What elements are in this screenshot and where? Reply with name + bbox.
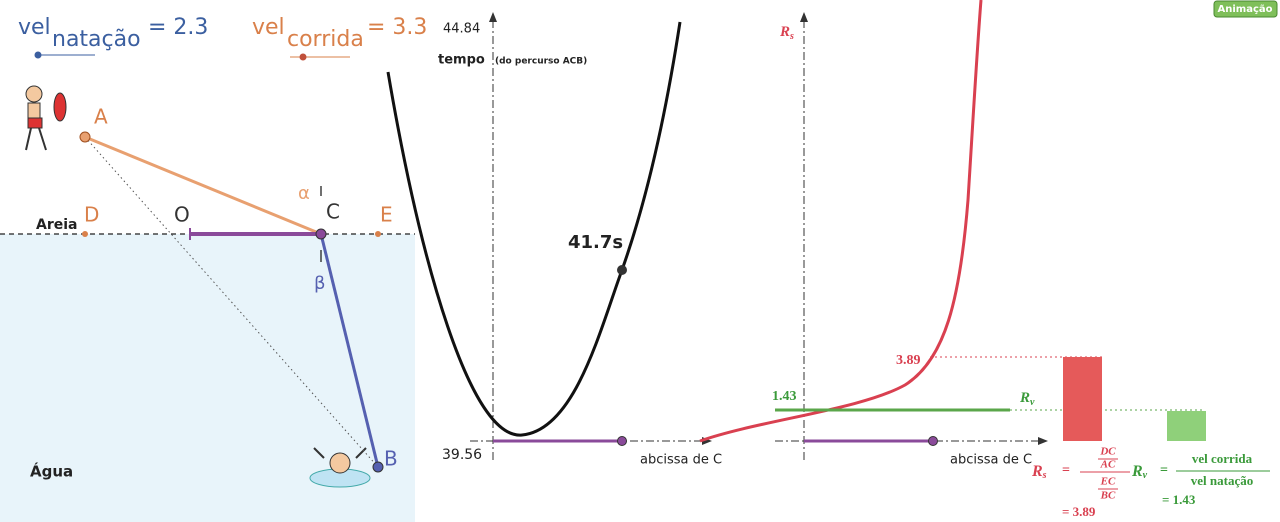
- text: DC: [1099, 446, 1116, 458]
- point-label: D: [84, 203, 99, 227]
- abscissa-point: [618, 437, 627, 446]
- angle-label: α: [298, 183, 310, 204]
- axis-title: abcissa de C: [640, 453, 722, 468]
- water-label: Água: [30, 462, 73, 481]
- rs-bar: [1063, 357, 1102, 441]
- rv-label: Rv: [1019, 390, 1035, 408]
- point-c[interactable]: [316, 229, 326, 239]
- point-label: A: [94, 105, 108, 129]
- axis-arrow: [1038, 437, 1048, 445]
- runner-icon: [26, 86, 66, 150]
- text: AC: [1100, 459, 1116, 471]
- slider-label: vel: [18, 15, 51, 40]
- point-label: O: [174, 203, 190, 227]
- text: v: [1030, 397, 1035, 408]
- text: R: [1019, 390, 1030, 406]
- slider-subscript: corrida: [287, 27, 364, 52]
- text: vel natação: [1191, 473, 1253, 488]
- axis-min-label: 39.56: [442, 447, 482, 463]
- axis-max-label: 44.84: [443, 22, 480, 37]
- point-label: B: [384, 447, 398, 471]
- slider-value: = 2.3: [148, 15, 208, 40]
- text: Rs: [1031, 463, 1047, 482]
- page: vel natação = 2.3 vel corrida = 3.3 A D …: [0, 0, 1280, 522]
- text: R: [1131, 463, 1143, 480]
- text: EC: [1100, 476, 1116, 488]
- text: R: [779, 24, 790, 40]
- text: = 3.89: [1062, 504, 1096, 519]
- text: BC: [1100, 490, 1116, 502]
- text: vel corrida: [1192, 451, 1253, 466]
- text: =: [1062, 463, 1070, 478]
- text: s: [1042, 470, 1047, 481]
- rv-bar: [1167, 411, 1206, 441]
- point-e: [375, 231, 381, 237]
- abscissa-point: [929, 437, 938, 446]
- axis-arrow: [489, 12, 497, 22]
- time-point: [617, 265, 627, 275]
- segment-ac: [85, 137, 321, 234]
- time-curve: [388, 22, 680, 435]
- text: Rv: [1131, 463, 1148, 482]
- slider-subscript: natação: [52, 27, 141, 52]
- slider-label: vel: [252, 15, 285, 40]
- rs-curve: [700, 0, 981, 441]
- point-label: E: [380, 203, 393, 227]
- rs-value: 3.89: [896, 353, 921, 368]
- axis-title: abcissa de C: [950, 453, 1032, 468]
- angle-label: β: [314, 273, 326, 294]
- axis-title: tempo: [438, 53, 485, 68]
- text: =: [1160, 463, 1168, 478]
- axis-arrow: [800, 12, 808, 22]
- text: = 1.43: [1162, 492, 1196, 507]
- button-label[interactable]: Animação: [1218, 4, 1273, 15]
- text: R: [1031, 463, 1043, 480]
- slider-handle[interactable]: [35, 52, 42, 59]
- point-label: C: [326, 200, 340, 224]
- axis-title: Rs: [779, 24, 794, 42]
- slider-handle[interactable]: [300, 54, 307, 61]
- point-b[interactable]: [373, 462, 383, 472]
- text: v: [1143, 470, 1148, 481]
- point-d: [82, 231, 88, 237]
- text: s: [789, 31, 794, 42]
- time-point-label: 41.7s: [568, 232, 623, 253]
- rv-value: 1.43: [772, 389, 797, 404]
- axis-note: (do percurso ACB): [495, 57, 587, 67]
- rs-formula: Rs = DC AC EC BC = 3.89: [1031, 446, 1130, 519]
- geogebra-canvas: vel natação = 2.3 vel corrida = 3.3 A D …: [0, 0, 1280, 522]
- slider-value: = 3.3: [367, 15, 427, 40]
- point-a[interactable]: [80, 132, 90, 142]
- rv-formula: Rv = vel corrida vel natação = 1.43: [1131, 451, 1270, 507]
- sand-label: Areia: [36, 217, 77, 233]
